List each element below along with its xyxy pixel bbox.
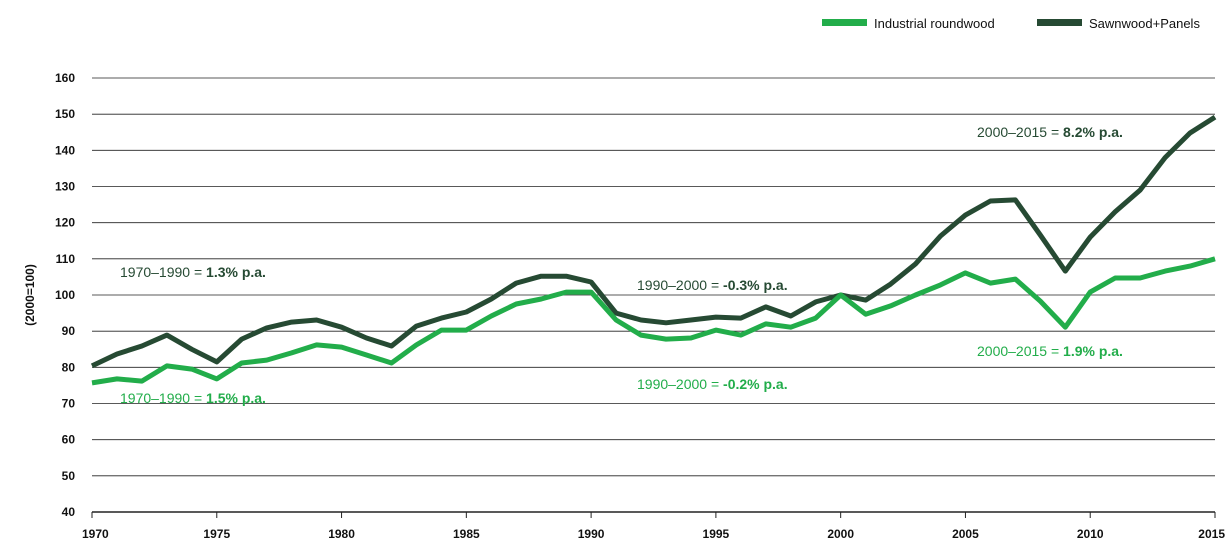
annotation-text: 2000–2015 = <box>977 343 1063 359</box>
y-tick-label: 60 <box>62 433 76 447</box>
annotation: 1970–1990 = 1.3% p.a. <box>120 264 266 280</box>
x-tick-label: 2015 <box>1198 527 1225 541</box>
x-tick-label: 1995 <box>703 527 730 541</box>
x-tick-label: 1990 <box>578 527 605 541</box>
annotation-emphasis: 1.5% p.a. <box>206 390 266 406</box>
legend-swatch <box>1037 19 1082 26</box>
annotation: 1990–2000 = -0.3% p.a. <box>637 277 788 293</box>
annotation-emphasis: -0.3% p.a. <box>723 277 788 293</box>
annotation-text: 1990–2000 = <box>637 376 723 392</box>
annotation-text: 1990–2000 = <box>637 277 723 293</box>
y-tick-label: 110 <box>56 252 76 266</box>
y-tick-label: 100 <box>55 288 75 302</box>
y-tick-label: 80 <box>62 360 76 374</box>
x-tick-label: 2000 <box>827 527 854 541</box>
annotation-emphasis: 1.3% p.a. <box>206 264 266 280</box>
series-line <box>91 256 1216 386</box>
y-tick-label: 150 <box>55 107 75 121</box>
x-tick-label: 1980 <box>328 527 355 541</box>
annotation-emphasis: 1.9% p.a. <box>1063 343 1123 359</box>
y-tick-label: 70 <box>62 397 76 411</box>
y-tick-label: 130 <box>55 180 75 194</box>
x-tick-label: 2005 <box>952 527 979 541</box>
annotation: 1970–1990 = 1.5% p.a. <box>120 390 266 406</box>
legend-label: Industrial roundwood <box>874 16 995 31</box>
y-tick-label: 140 <box>55 143 75 157</box>
annotation-emphasis: -0.2% p.a. <box>723 376 788 392</box>
annotation-text: 1970–1990 = <box>120 390 206 406</box>
series-line <box>90 114 1217 369</box>
legend-label: Sawnwood+Panels <box>1089 16 1200 31</box>
annotation-text: 1970–1990 = <box>120 264 206 280</box>
x-tick-label: 1985 <box>453 527 480 541</box>
y-tick-label: 50 <box>62 469 76 483</box>
annotation: 2000–2015 = 1.9% p.a. <box>977 343 1123 359</box>
annotation: 1990–2000 = -0.2% p.a. <box>637 376 788 392</box>
y-tick-label: 40 <box>62 505 76 519</box>
annotation-emphasis: 8.2% p.a. <box>1063 124 1123 140</box>
annotation-text: 2000–2015 = <box>977 124 1063 140</box>
x-tick-label: 2010 <box>1077 527 1104 541</box>
legend-swatch <box>822 19 867 26</box>
annotation: 2000–2015 = 8.2% p.a. <box>977 124 1123 140</box>
x-tick-label: 1975 <box>203 527 230 541</box>
x-tick-label: 1970 <box>82 527 109 541</box>
y-tick-label: 160 <box>55 71 75 85</box>
y-tick-label: 90 <box>62 324 76 338</box>
y-axis-label: (2000=100) <box>23 264 37 326</box>
y-tick-label: 120 <box>55 216 75 230</box>
